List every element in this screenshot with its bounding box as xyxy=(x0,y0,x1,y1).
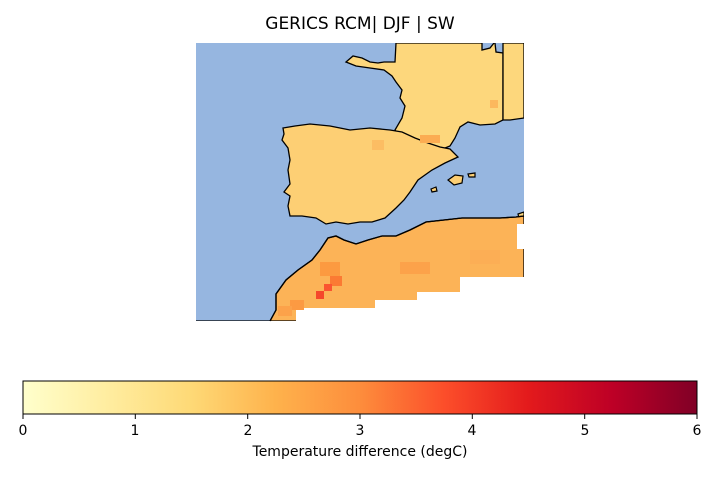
colorbar-label: Temperature difference (degC) xyxy=(252,444,468,460)
colorbar xyxy=(22,380,698,415)
nodata-mask-3 xyxy=(417,292,461,321)
land-italy-corner xyxy=(502,43,524,121)
nodata-mask-4 xyxy=(375,300,418,321)
colorbar-ticks xyxy=(22,414,698,419)
land-ibiza xyxy=(430,186,438,193)
nodata-mask-2 xyxy=(460,277,524,321)
colorbar-tick-label: 4 xyxy=(467,423,477,439)
nodata-mask-1 xyxy=(517,224,524,249)
land-france xyxy=(344,43,504,151)
colorbar-tick-label: 0 xyxy=(18,423,28,439)
nodata-mask-5 xyxy=(296,308,376,321)
hotspots xyxy=(278,100,500,316)
land-menorca xyxy=(467,172,476,178)
map-title: GERICS RCM| DJF | SW xyxy=(265,14,455,34)
colorbar-tick-label: 3 xyxy=(355,423,365,439)
colorbar-tick-label: 2 xyxy=(243,423,253,439)
colorbar-tick-label: 5 xyxy=(580,423,590,439)
land-mallorca xyxy=(447,174,464,186)
colorbar-tick-label: 6 xyxy=(692,423,702,439)
land-iberia xyxy=(281,123,460,225)
colorbar-tick-label: 1 xyxy=(130,423,140,439)
